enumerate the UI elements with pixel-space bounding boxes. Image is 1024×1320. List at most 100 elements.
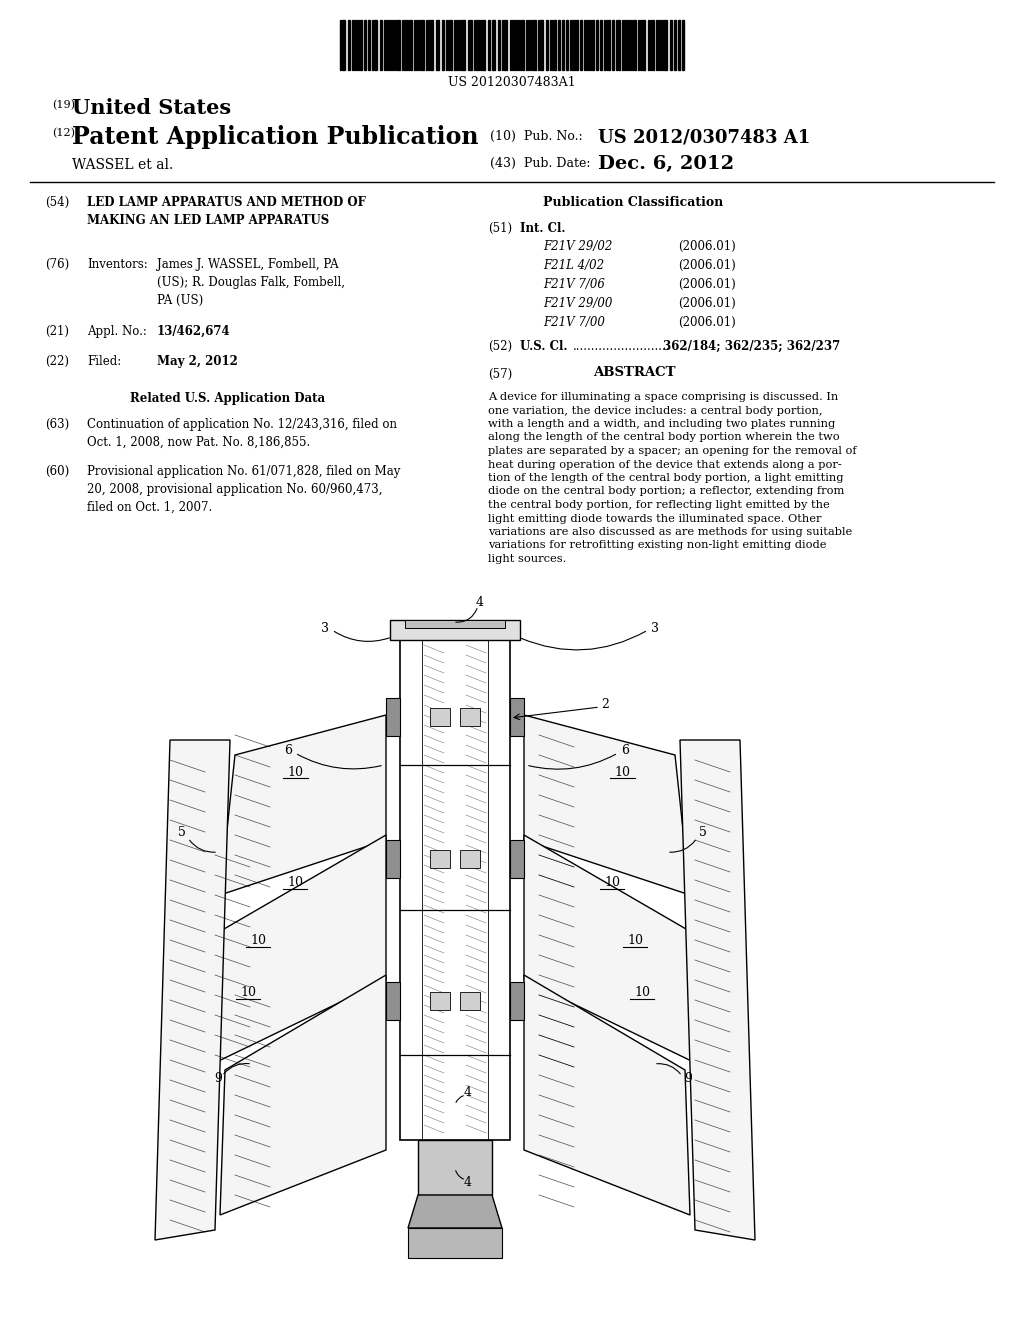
Bar	[348, 20, 350, 70]
Bar	[442, 20, 444, 70]
Text: 4: 4	[476, 597, 484, 610]
Polygon shape	[524, 975, 690, 1214]
Text: tion of the length of the central body portion, a light emitting: tion of the length of the central body p…	[488, 473, 844, 483]
Polygon shape	[524, 715, 690, 895]
Text: 3: 3	[321, 622, 329, 635]
Text: 362/184; 362/235; 362/237: 362/184; 362/235; 362/237	[663, 341, 841, 352]
Bar	[488, 20, 490, 70]
Text: (21): (21)	[45, 325, 69, 338]
Text: heat during operation of the device that extends along a por-: heat during operation of the device that…	[488, 459, 842, 470]
Bar	[406, 620, 505, 628]
Text: 5: 5	[178, 825, 186, 838]
Text: light sources.: light sources.	[488, 554, 566, 564]
Polygon shape	[200, 836, 386, 1071]
Text: diode on the central body portion; a reflector, extending from: diode on the central body portion; a ref…	[488, 487, 845, 496]
Bar	[575, 20, 578, 70]
Text: 10: 10	[627, 933, 643, 946]
Bar	[678, 20, 680, 70]
Bar	[398, 20, 400, 70]
Text: Related U.S. Application Data: Related U.S. Application Data	[130, 392, 326, 405]
Text: A device for illuminating a space comprising is discussed. In: A device for illuminating a space compri…	[488, 392, 839, 403]
Text: F21L 4/02: F21L 4/02	[543, 259, 604, 272]
Bar	[664, 20, 667, 70]
Bar	[482, 20, 485, 70]
Bar	[670, 20, 672, 70]
Text: Dec. 6, 2012: Dec. 6, 2012	[598, 154, 734, 173]
Text: one variation, the device includes: a central body portion,: one variation, the device includes: a ce…	[488, 405, 822, 416]
Bar	[510, 982, 524, 1020]
Bar	[510, 698, 524, 737]
Bar	[554, 20, 556, 70]
Text: May 2, 2012: May 2, 2012	[157, 355, 238, 368]
Text: (2006.01): (2006.01)	[678, 259, 736, 272]
Text: variations for retrofitting existing non-light emitting diode: variations for retrofitting existing non…	[488, 540, 826, 550]
Text: 10: 10	[287, 766, 303, 779]
Text: F21V 7/00: F21V 7/00	[543, 315, 605, 329]
Text: (2006.01): (2006.01)	[678, 240, 736, 253]
Text: ..........................: ..........................	[573, 341, 671, 352]
Text: (10)  Pub. No.:: (10) Pub. No.:	[490, 129, 583, 143]
Bar	[596, 20, 598, 70]
Bar	[674, 20, 676, 70]
Bar	[642, 20, 645, 70]
Bar	[374, 20, 377, 70]
Bar	[410, 20, 412, 70]
Bar	[400, 640, 510, 1140]
Text: (43)  Pub. Date:: (43) Pub. Date:	[490, 157, 591, 170]
Text: (2006.01): (2006.01)	[678, 297, 736, 310]
Bar	[364, 20, 366, 70]
Bar	[360, 20, 362, 70]
Bar	[380, 20, 382, 70]
Text: US 20120307483A1: US 20120307483A1	[449, 77, 575, 88]
Text: F21V 7/06: F21V 7/06	[543, 279, 605, 290]
Text: LED LAMP APPARATUS AND METHOD OF
MAKING AN LED LAMP APPARATUS: LED LAMP APPARATUS AND METHOD OF MAKING …	[87, 195, 366, 227]
Text: F21V 29/00: F21V 29/00	[543, 297, 612, 310]
Bar	[386, 840, 400, 878]
Text: (22): (22)	[45, 355, 69, 368]
Bar	[386, 698, 400, 737]
Text: 10: 10	[287, 875, 303, 888]
Bar	[540, 20, 543, 70]
Text: Provisional application No. 61/071,828, filed on May
20, 2008, provisional appli: Provisional application No. 61/071,828, …	[87, 465, 400, 513]
Bar	[608, 20, 610, 70]
Text: with a length and a width, and including two plates running: with a length and a width, and including…	[488, 418, 836, 429]
Text: 10: 10	[250, 933, 266, 946]
Bar	[386, 982, 400, 1020]
Bar	[504, 20, 507, 70]
Text: WASSEL et al.: WASSEL et al.	[72, 158, 173, 172]
Bar	[522, 20, 524, 70]
Text: Appl. No.:: Appl. No.:	[87, 325, 146, 338]
Text: 13/462,674: 13/462,674	[157, 325, 230, 338]
Text: US 2012/0307483 A1: US 2012/0307483 A1	[598, 128, 810, 147]
Text: F21V 29/02: F21V 29/02	[543, 240, 612, 253]
Bar	[462, 20, 465, 70]
Text: Int. Cl.: Int. Cl.	[520, 222, 565, 235]
Bar	[460, 993, 480, 1010]
Polygon shape	[220, 715, 386, 895]
Text: 10: 10	[634, 986, 650, 998]
Text: ABSTRACT: ABSTRACT	[593, 366, 676, 379]
Text: 6: 6	[621, 743, 629, 756]
Text: 10: 10	[614, 766, 630, 779]
Bar	[612, 20, 614, 70]
Bar	[498, 20, 500, 70]
Bar	[634, 20, 636, 70]
Bar	[558, 20, 560, 70]
Text: variations are also discussed as are methods for using suitable: variations are also discussed as are met…	[488, 527, 852, 537]
Polygon shape	[155, 741, 230, 1239]
Bar	[470, 20, 472, 70]
Text: Patent Application Publication: Patent Application Publication	[72, 125, 478, 149]
Polygon shape	[680, 741, 755, 1239]
Bar	[592, 20, 594, 70]
Bar	[368, 20, 370, 70]
Polygon shape	[524, 836, 710, 1071]
Text: Inventors:: Inventors:	[87, 257, 147, 271]
Bar	[492, 20, 495, 70]
Bar	[450, 20, 452, 70]
Text: (52): (52)	[488, 341, 512, 352]
Bar	[534, 20, 536, 70]
Text: 2: 2	[601, 698, 609, 711]
Text: (76): (76)	[45, 257, 70, 271]
Text: 9: 9	[214, 1072, 222, 1085]
Text: United States: United States	[72, 98, 231, 117]
